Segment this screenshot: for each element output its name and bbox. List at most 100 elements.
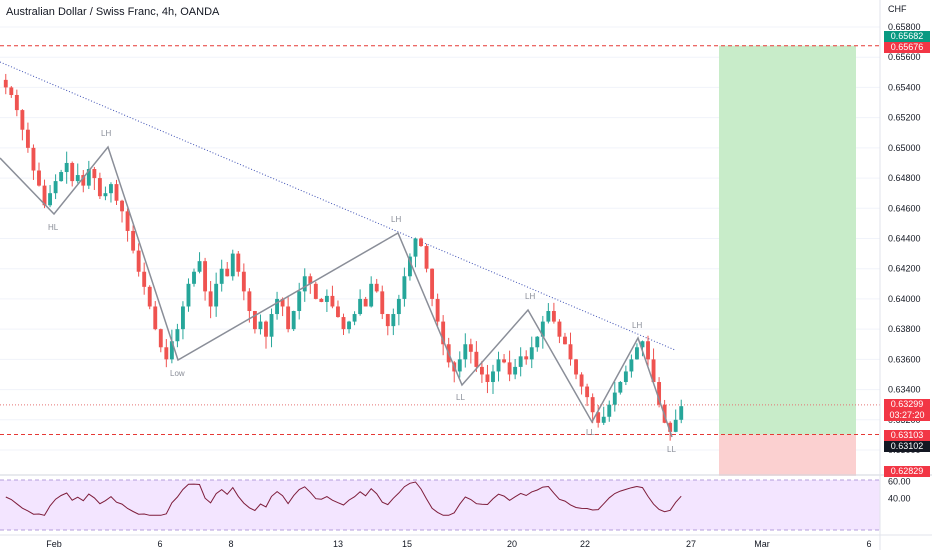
candle-body[interactable] [518, 356, 523, 367]
candle-body[interactable] [31, 147, 36, 171]
candle-body[interactable] [120, 200, 124, 212]
candle-body[interactable] [601, 416, 606, 423]
candle-body[interactable] [136, 250, 141, 272]
candle-body[interactable] [618, 382, 623, 393]
candle-body[interactable] [496, 359, 501, 372]
candle-body[interactable] [651, 359, 656, 383]
candle-body[interactable] [673, 419, 678, 432]
candle-body[interactable] [208, 291, 213, 307]
candle-body[interactable] [474, 351, 479, 367]
candle-body[interactable] [347, 321, 351, 330]
candle-body[interactable] [435, 298, 440, 322]
candle-body[interactable] [20, 110, 25, 130]
candle-body[interactable] [25, 129, 30, 148]
candle-body[interactable] [103, 193, 108, 197]
candle-body[interactable] [374, 283, 379, 292]
candle-body[interactable] [313, 283, 318, 299]
candle-body[interactable] [568, 344, 573, 360]
candle-body[interactable] [53, 181, 58, 194]
candle-body[interactable] [479, 366, 484, 375]
candle-body[interactable] [491, 371, 495, 383]
candle-body[interactable] [42, 185, 47, 206]
candle-body[interactable] [241, 271, 246, 292]
candle-body[interactable] [679, 406, 684, 420]
candle-body[interactable] [358, 298, 363, 315]
candle-body[interactable] [186, 283, 191, 307]
candle-body[interactable] [596, 412, 601, 423]
time-axis[interactable]: Feb 6 8 13 15 20 22 27 Mar 6 [46, 539, 871, 549]
candle-body[interactable] [546, 311, 551, 322]
candle-body[interactable] [385, 314, 390, 327]
candle-body[interactable] [585, 386, 590, 398]
candle-body[interactable] [441, 321, 446, 345]
candle-body[interactable] [175, 329, 180, 342]
candle-body[interactable] [640, 341, 645, 348]
candle-body[interactable] [430, 268, 435, 299]
candle-body[interactable] [330, 295, 335, 307]
candle-body[interactable] [92, 169, 97, 179]
candle-body[interactable] [64, 162, 69, 173]
candle-body[interactable] [109, 184, 113, 194]
candle-body[interactable] [396, 298, 401, 315]
downtrend-line[interactable] [0, 61, 676, 351]
candle-body[interactable] [540, 321, 545, 337]
candle-body[interactable] [214, 283, 219, 307]
candle-body[interactable] [192, 271, 196, 284]
candle-body[interactable] [264, 321, 268, 337]
candle-body[interactable] [158, 329, 163, 348]
candle-body[interactable] [590, 397, 595, 413]
candle-body[interactable] [164, 347, 169, 360]
candle-body[interactable] [247, 291, 252, 312]
candle-body[interactable] [513, 366, 518, 375]
candle-body[interactable] [81, 175, 86, 186]
candle-body[interactable] [147, 286, 152, 307]
candle-body[interactable] [507, 362, 512, 375]
candle-body[interactable] [468, 344, 473, 352]
candle-body[interactable] [657, 382, 662, 405]
candle-body[interactable] [252, 311, 257, 330]
candle-body[interactable] [391, 314, 396, 327]
candle-body[interactable] [75, 175, 80, 182]
candle-body[interactable] [380, 291, 385, 315]
candle-body[interactable] [574, 359, 578, 375]
candle-body[interactable] [131, 230, 136, 251]
candle-body[interactable] [424, 246, 429, 269]
candle-body[interactable] [297, 291, 302, 312]
candle-body[interactable] [203, 261, 208, 292]
candle-body[interactable] [402, 276, 407, 299]
candle-body[interactable] [14, 94, 19, 111]
swing-zigzag-line[interactable] [0, 145, 673, 438]
candle-body[interactable] [413, 238, 418, 257]
candle-body[interactable] [524, 356, 529, 360]
candle-body[interactable] [629, 359, 634, 372]
candle-body[interactable] [286, 306, 291, 330]
take-profit-zone[interactable] [719, 45, 856, 435]
candle-body[interactable] [502, 359, 506, 363]
candle-body[interactable] [369, 283, 374, 307]
candle-body[interactable] [408, 256, 412, 277]
candle-body[interactable] [169, 341, 174, 360]
candle-body[interactable] [607, 404, 612, 417]
candle-body[interactable] [225, 268, 230, 277]
candle-body[interactable] [623, 371, 628, 383]
candle-body[interactable] [302, 276, 307, 292]
candle-body[interactable] [114, 184, 119, 201]
candle-body[interactable] [269, 314, 274, 337]
stop-loss-zone[interactable] [719, 434, 856, 476]
rsi-axis[interactable]: 60.00 40.00 [888, 477, 911, 504]
candle-body[interactable] [352, 314, 357, 322]
candle-body[interactable] [457, 359, 462, 372]
candle-body[interactable] [125, 211, 130, 231]
price-axis[interactable]: 0.65800 0.65600 0.65400 0.65200 0.65000 0.648… [888, 22, 921, 455]
candle-body[interactable] [153, 306, 158, 330]
candle-body[interactable] [635, 347, 639, 360]
candle-body[interactable] [535, 336, 540, 348]
candle-body[interactable] [579, 374, 584, 387]
rsi-line[interactable] [5, 481, 682, 516]
candle-body[interactable] [485, 374, 490, 383]
candle-body[interactable] [37, 170, 41, 186]
candle-body[interactable] [463, 344, 468, 360]
candle-body[interactable] [363, 298, 368, 307]
candle-body[interactable] [308, 276, 313, 284]
